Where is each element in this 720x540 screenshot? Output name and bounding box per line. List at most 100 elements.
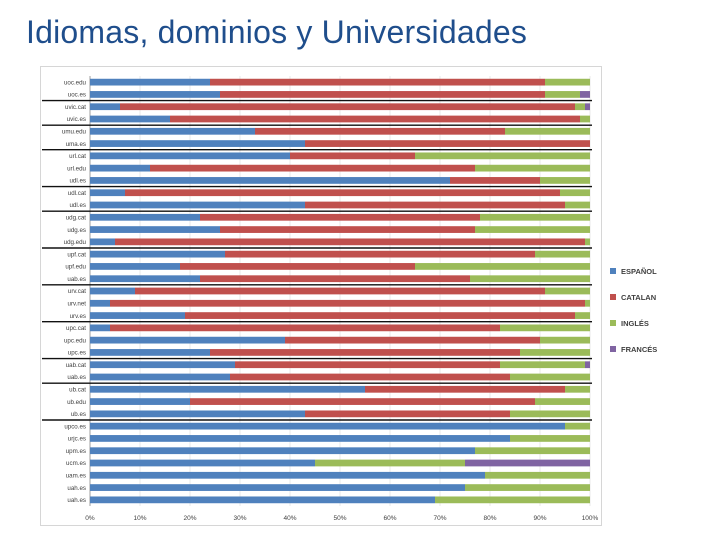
bar-ingles xyxy=(585,238,590,246)
bar-ingles xyxy=(535,398,590,405)
legend-item-frances: FRANCÉS xyxy=(610,340,657,358)
bar-ingles xyxy=(500,324,590,332)
category-label: uab.es xyxy=(67,374,86,381)
bar-espanol xyxy=(90,459,315,467)
bar-espanol xyxy=(90,484,465,491)
bar-espanol xyxy=(90,471,485,479)
bar-espanol xyxy=(90,189,125,197)
category-label: udl.es xyxy=(69,202,86,209)
category-label: ub.edu xyxy=(67,399,86,406)
category-label: uoc.edu xyxy=(64,79,87,86)
chart-legend: ESPAÑOL CATALAN INGLÉS FRANCÉS xyxy=(610,262,657,366)
bar-espanol xyxy=(90,177,450,184)
bar-espanol xyxy=(90,361,235,369)
legend-swatch-espanol xyxy=(610,268,616,274)
bar-catalan xyxy=(170,115,580,123)
bar-espanol xyxy=(90,91,220,98)
x-tick-label: 100% xyxy=(582,515,599,522)
bar-ingles xyxy=(475,226,590,233)
x-tick-label: 20% xyxy=(183,515,196,522)
bar-ingles xyxy=(580,115,590,123)
bar-catalan xyxy=(285,336,540,344)
category-label: uvic.es xyxy=(67,116,86,123)
bar-catalan xyxy=(115,238,585,246)
bar-ingles xyxy=(560,189,590,197)
bar-espanol xyxy=(90,127,255,135)
bar-catalan xyxy=(180,263,415,270)
bar-ingles xyxy=(540,336,590,344)
category-label: udg.edu xyxy=(64,239,87,246)
bar-catalan xyxy=(135,287,545,295)
bar-espanol xyxy=(90,263,180,270)
category-label: uab.cat xyxy=(66,362,87,369)
slide-title: Idiomas, dominios y Universidades xyxy=(26,14,528,50)
legend-swatch-catalan xyxy=(610,294,616,300)
category-label: urjc.es xyxy=(68,436,86,443)
bar-frances xyxy=(585,103,590,111)
x-tick-label: 90% xyxy=(533,515,546,522)
bar-ingles xyxy=(510,373,590,381)
legend-label-ingles: INGLÉS xyxy=(621,318,649,328)
bar-ingles xyxy=(545,287,590,295)
bar-catalan xyxy=(290,152,415,160)
bar-ingles xyxy=(500,361,585,369)
bar-ingles xyxy=(465,484,590,491)
stacked-bar-chart: 0% 10% 20% 30% 40% 50% 60% 70% 80% 90% 100% uoc.edu… xyxy=(42,76,599,522)
bar-espanol xyxy=(90,201,305,209)
bar-ingles xyxy=(575,312,590,319)
category-label: upc.cat xyxy=(66,325,86,332)
bar-ingles xyxy=(565,201,590,209)
bar-espanol xyxy=(90,275,200,283)
category-label: upc.edu xyxy=(64,337,87,344)
bar-catalan xyxy=(305,140,590,147)
bar-catalan xyxy=(210,349,520,356)
category-label: uah.es xyxy=(67,497,86,504)
bar-frances xyxy=(465,459,590,467)
bar-espanol xyxy=(90,78,210,86)
bar-espanol xyxy=(90,312,185,319)
bar-catalan xyxy=(365,385,565,393)
bar-frances xyxy=(580,91,590,98)
legend-label-espanol: ESPAÑOL xyxy=(621,266,657,276)
category-label: ub.cat xyxy=(69,386,86,393)
category-label: upf.cat xyxy=(67,251,86,258)
bar-catalan xyxy=(230,373,510,381)
bar-catalan xyxy=(150,164,475,172)
category-label: udg.cat xyxy=(66,214,87,221)
bar-catalan xyxy=(225,250,535,258)
bar-ingles xyxy=(485,471,590,479)
category-label: upc.es xyxy=(68,350,86,357)
bar-ingles xyxy=(510,435,590,442)
x-tick-label: 30% xyxy=(233,515,246,522)
bar-espanol xyxy=(90,410,305,418)
bar-espanol xyxy=(90,287,135,295)
category-label: urv.cat xyxy=(68,288,86,295)
bar-catalan xyxy=(125,189,560,197)
category-label: ucm.es xyxy=(66,460,86,467)
category-label: uam.es xyxy=(66,472,86,479)
bar-ingles xyxy=(435,496,590,504)
category-label: uvic.cat xyxy=(65,104,86,111)
bar-ingles xyxy=(470,275,590,283)
bar-catalan xyxy=(110,324,500,332)
x-tick-label: 10% xyxy=(133,515,146,522)
bar-catalan xyxy=(200,275,470,283)
category-label: udl.es xyxy=(69,178,86,185)
bar-espanol xyxy=(90,152,290,160)
bar-catalan xyxy=(190,398,535,405)
bar-ingles xyxy=(545,78,590,86)
bar-espanol xyxy=(90,103,120,111)
category-label: url.edu xyxy=(67,165,86,172)
x-tick-label: 40% xyxy=(283,515,296,522)
bar-espanol xyxy=(90,213,200,221)
bar-ingles xyxy=(415,263,590,270)
x-tick-label: 60% xyxy=(383,515,396,522)
category-label: uab.es xyxy=(67,276,86,283)
category-label: uah.es xyxy=(67,485,86,492)
bar-catalan xyxy=(255,127,505,135)
x-tick-label: 70% xyxy=(433,515,446,522)
category-label: urv.net xyxy=(68,300,87,307)
bar-espanol xyxy=(90,140,305,147)
bar-catalan xyxy=(210,78,545,86)
bar-espanol xyxy=(90,238,115,246)
